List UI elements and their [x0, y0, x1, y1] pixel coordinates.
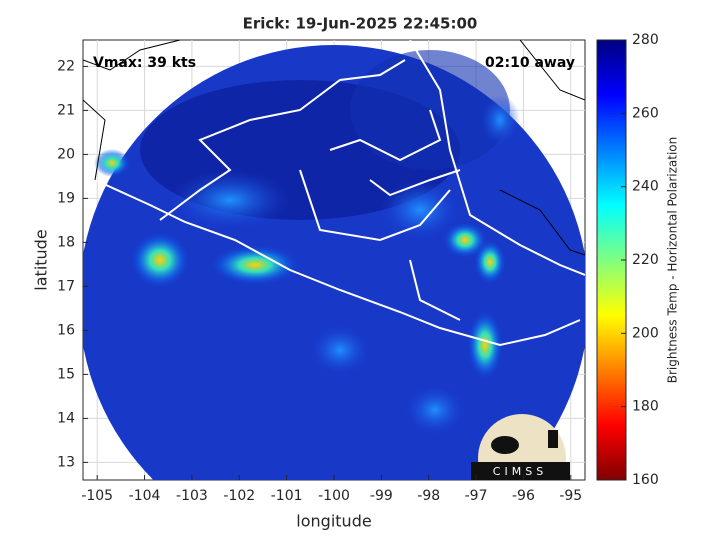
cimss-logo: CIMSS: [471, 414, 570, 480]
annotation: Vmax: 39 kts: [93, 55, 196, 71]
colorbar-tick-label: 260: [632, 105, 659, 121]
y-axis-label: latitude: [32, 229, 51, 290]
x-tick-label: -105: [81, 488, 113, 504]
colorbar-tick-label: 160: [632, 472, 659, 488]
colorbar-tick-label: 280: [632, 32, 659, 48]
x-tick-label: -97: [465, 488, 488, 504]
y-tick-label: 18: [57, 234, 75, 250]
x-tick-label: -102: [223, 488, 255, 504]
colorbar-tick-label: 240: [632, 179, 659, 195]
x-axis-label: longitude: [296, 512, 371, 531]
y-tick-label: 15: [57, 366, 75, 382]
annotation: 02:10 away: [485, 55, 575, 71]
chart-title: Erick: 19-Jun-2025 22:45:00: [243, 15, 478, 33]
x-tick-label: -98: [417, 488, 440, 504]
y-tick-label: 21: [57, 102, 75, 118]
y-tick-label: 20: [57, 146, 75, 162]
x-tick-label: -100: [318, 488, 350, 504]
x-tick-label: -95: [559, 488, 582, 504]
logo-text: CIMSS: [493, 465, 547, 478]
colorbar-tick-label: 180: [632, 399, 659, 415]
coastlines: [94, 40, 585, 347]
x-tick-label: -96: [512, 488, 535, 504]
borders-outside: [83, 40, 585, 256]
x-tick-label: -104: [129, 488, 161, 504]
y-tick-label: 16: [57, 322, 75, 338]
colorbar-label: Brightness Temp - Horizontal Polarizatio…: [666, 137, 680, 384]
y-tick-label: 13: [57, 454, 75, 470]
x-tick-label: -99: [370, 488, 393, 504]
colorbar-tick-label: 220: [632, 252, 659, 268]
x-tick-label: -103: [176, 488, 208, 504]
y-tick-label: 14: [57, 410, 75, 426]
y-tick-label: 19: [57, 190, 75, 206]
x-tick-label: -101: [271, 488, 303, 504]
y-tick-label: 17: [57, 278, 75, 294]
y-tick-label: 22: [57, 58, 75, 74]
colorbar-tick-label: 200: [632, 325, 659, 341]
